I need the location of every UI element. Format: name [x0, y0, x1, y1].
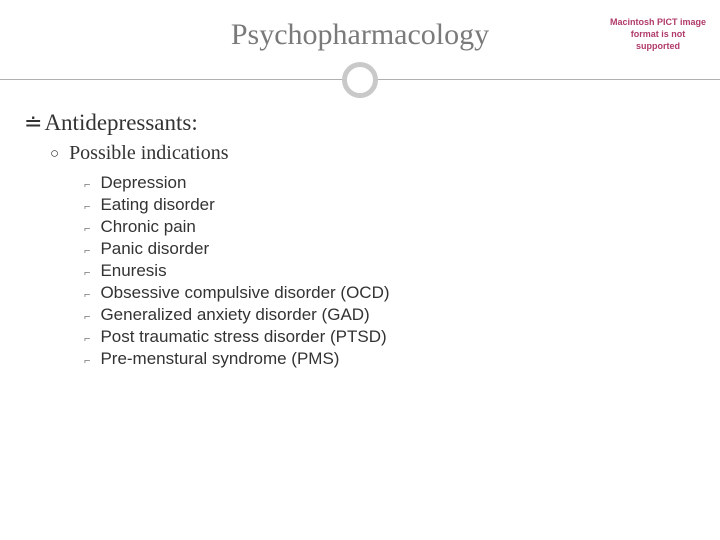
bullet-level3-icon: ⌐: [84, 179, 90, 191]
list-item-text: Panic disorder: [100, 239, 209, 259]
content-area: ≐ Antidepressants: ○ Possible indication…: [0, 100, 720, 369]
subheading-text: Possible indications: [69, 142, 228, 165]
list-item-text: Enuresis: [100, 261, 166, 281]
bullet-level3-icon: ⌐: [84, 245, 90, 257]
list-item-text: Post traumatic stress disorder (PTSD): [100, 327, 386, 347]
bullet-level3-icon: ⌐: [84, 333, 90, 345]
heading-level1: ≐ Antidepressants:: [24, 110, 696, 136]
bullet-level2-icon: ○: [50, 146, 59, 163]
list-item-text: Pre-menstural syndrome (PMS): [100, 349, 339, 369]
bullet-level3-icon: ⌐: [84, 311, 90, 323]
indications-list: ⌐ Depression ⌐ Eating disorder ⌐ Chronic…: [84, 173, 696, 369]
title-circle-decoration: [342, 62, 378, 98]
bullet-level3-icon: ⌐: [84, 267, 90, 279]
list-item: ⌐ Obsessive compulsive disorder (OCD): [84, 283, 696, 303]
list-item: ⌐ Enuresis: [84, 261, 696, 281]
list-item: ⌐ Chronic pain: [84, 217, 696, 237]
list-item-text: Generalized anxiety disorder (GAD): [100, 305, 369, 325]
list-item: ⌐ Generalized anxiety disorder (GAD): [84, 305, 696, 325]
list-item: ⌐ Depression: [84, 173, 696, 193]
list-item-text: Obsessive compulsive disorder (OCD): [100, 283, 389, 303]
list-item: ⌐ Panic disorder: [84, 239, 696, 259]
list-item-text: Eating disorder: [100, 195, 214, 215]
list-item: ⌐ Pre-menstural syndrome (PMS): [84, 349, 696, 369]
list-item-text: Chronic pain: [100, 217, 195, 237]
list-item: ⌐ Eating disorder: [84, 195, 696, 215]
list-item: ⌐ Post traumatic stress disorder (PTSD): [84, 327, 696, 347]
pict-placeholder: Macintosh PICT image format is not suppo…: [608, 10, 708, 60]
heading-text: Antidepressants:: [44, 110, 197, 136]
bullet-level1-icon: ≐: [24, 110, 42, 136]
bullet-level3-icon: ⌐: [84, 355, 90, 367]
bullet-level3-icon: ⌐: [84, 201, 90, 213]
subheading-level2: ○ Possible indications: [50, 142, 696, 165]
bullet-level3-icon: ⌐: [84, 289, 90, 301]
bullet-level3-icon: ⌐: [84, 223, 90, 235]
list-item-text: Depression: [100, 173, 186, 193]
